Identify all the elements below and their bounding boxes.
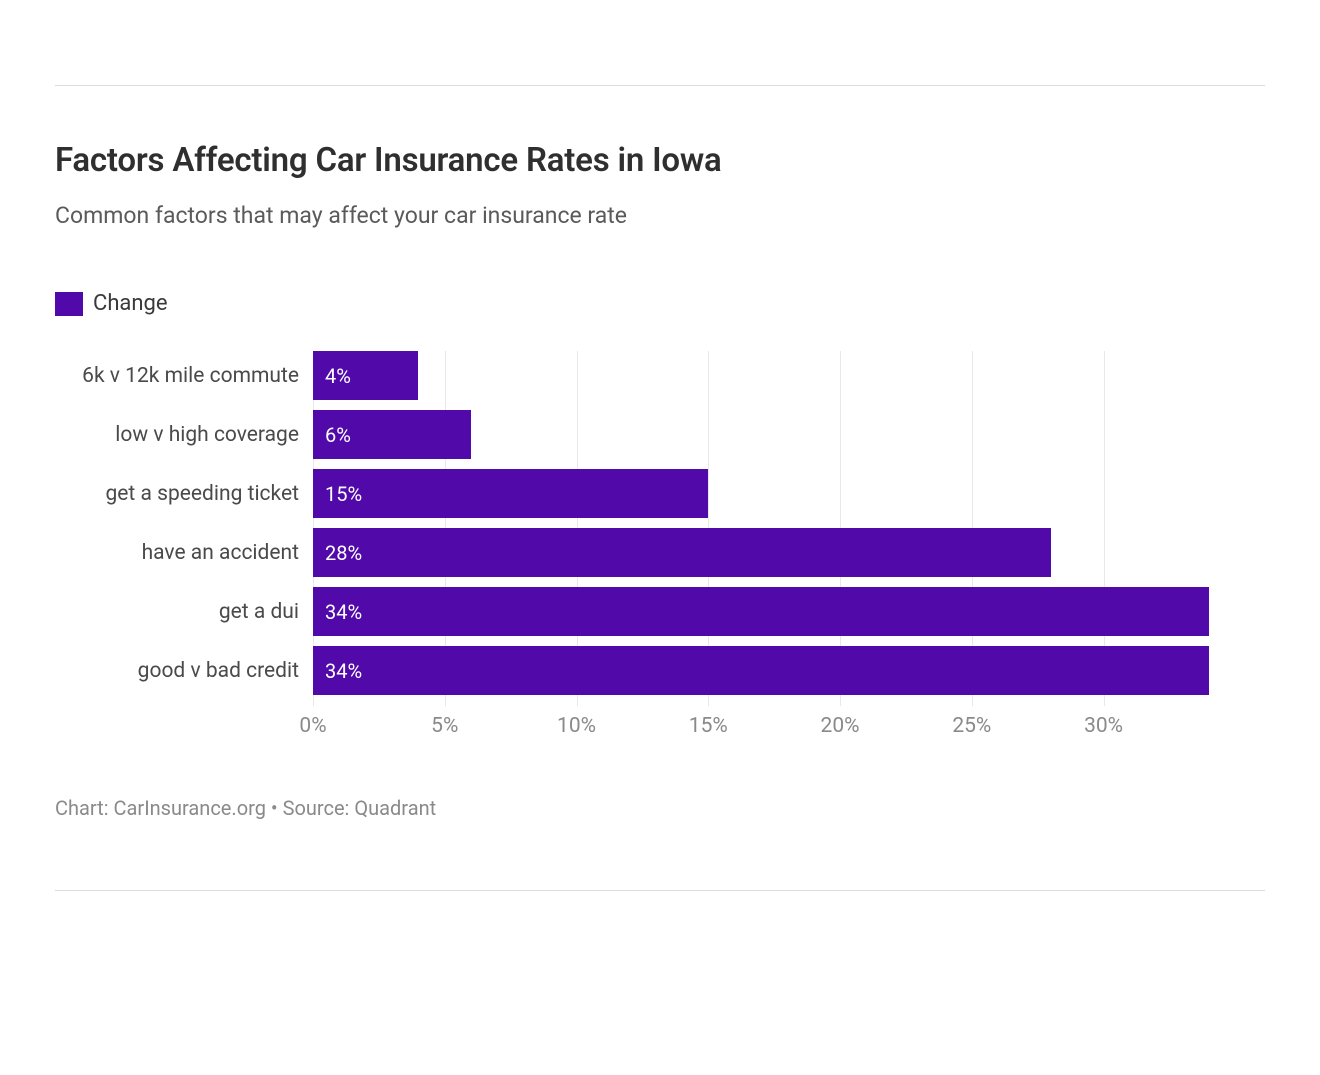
bar-value-label: 4% <box>325 364 351 388</box>
category-label: get a speeding ticket <box>105 482 299 506</box>
x-tick-label: 0% <box>299 714 326 738</box>
chart-area: 6k v 12k mile commute4%low v high covera… <box>55 351 1265 754</box>
bar: 15% <box>313 469 708 518</box>
bar: 34% <box>313 587 1209 636</box>
category-label: good v bad credit <box>138 659 299 683</box>
legend-swatch <box>55 292 83 316</box>
bar-row: 6k v 12k mile commute4% <box>313 351 418 400</box>
bar-value-label: 6% <box>325 423 351 447</box>
bar: 34% <box>313 646 1209 695</box>
bar-value-label: 15% <box>325 482 362 506</box>
category-label: get a dui <box>219 600 299 624</box>
x-tick-label: 10% <box>557 714 596 738</box>
legend: Change <box>55 291 1265 316</box>
x-tick-label: 25% <box>952 714 991 738</box>
chart-title: Factors Affecting Car Insurance Rates in… <box>55 141 1265 180</box>
top-divider <box>55 85 1265 86</box>
x-tick-label: 30% <box>1084 714 1123 738</box>
bottom-divider <box>55 890 1265 891</box>
plot-area: 6k v 12k mile commute4% low v high covera… <box>313 351 1209 706</box>
bar-value-label: 34% <box>325 659 362 683</box>
bar: 6% <box>313 410 471 459</box>
bar: 4% <box>313 351 418 400</box>
bar-value-label: 34% <box>325 600 362 624</box>
legend-label: Change <box>93 291 168 316</box>
chart-subtitle: Common factors that may affect your car … <box>55 202 1265 229</box>
bar: 28% <box>313 528 1051 577</box>
bar-value-label: 28% <box>325 541 362 565</box>
bar-row: get a dui34% <box>313 587 1209 636</box>
bar-row: low v high coverage6% <box>313 410 471 459</box>
x-tick-label: 20% <box>821 714 860 738</box>
bar-row: have an accident28% <box>313 528 1051 577</box>
category-label: low v high coverage <box>115 423 299 447</box>
x-axis: 0%5%10%15%20%25%30% <box>313 714 1209 754</box>
category-label: 6k v 12k mile commute <box>82 364 299 388</box>
category-label: have an accident <box>142 541 299 565</box>
x-tick-label: 15% <box>689 714 728 738</box>
x-tick-label: 5% <box>431 714 458 738</box>
source-text: Chart: CarInsurance.org • Source: Quadra… <box>55 796 1265 820</box>
bar-row: good v bad credit34% <box>313 646 1209 695</box>
bar-row: get a speeding ticket15% <box>313 469 708 518</box>
